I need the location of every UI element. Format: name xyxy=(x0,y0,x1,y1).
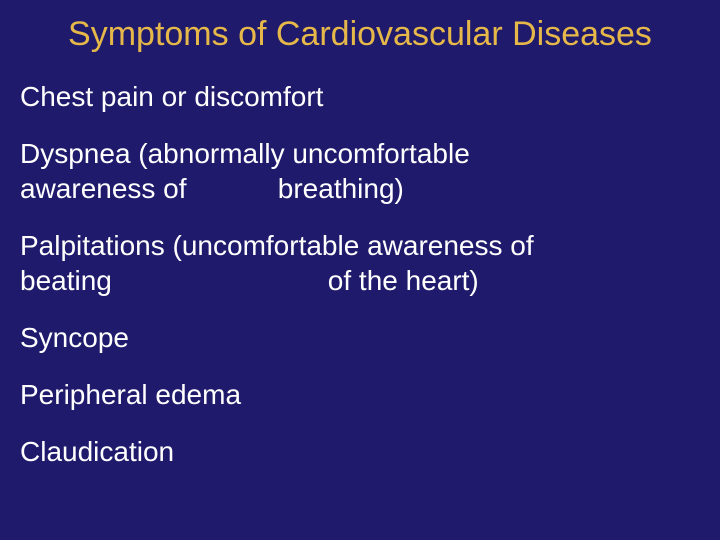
symptom-item: Syncope xyxy=(20,320,700,355)
symptom-item: Chest pain or discomfort xyxy=(20,79,700,114)
symptom-line2b: of the heart) xyxy=(328,265,479,296)
symptom-line2a: beating xyxy=(20,263,320,298)
symptom-line1: Palpitations (uncomfortable awareness of xyxy=(20,230,534,261)
symptom-item: Peripheral edema xyxy=(20,377,700,412)
symptom-item: Claudication xyxy=(20,434,700,469)
symptom-item: Palpitations (uncomfortable awareness of… xyxy=(20,228,700,298)
symptom-line1: Dyspnea (abnormally uncomfortable xyxy=(20,138,470,169)
symptom-line2a: awareness of xyxy=(20,171,270,206)
symptom-line2b: breathing) xyxy=(278,173,404,204)
symptom-item: Dyspnea (abnormally uncomfortable awaren… xyxy=(20,136,700,206)
slide-title: Symptoms of Cardiovascular Diseases xyxy=(20,14,700,55)
